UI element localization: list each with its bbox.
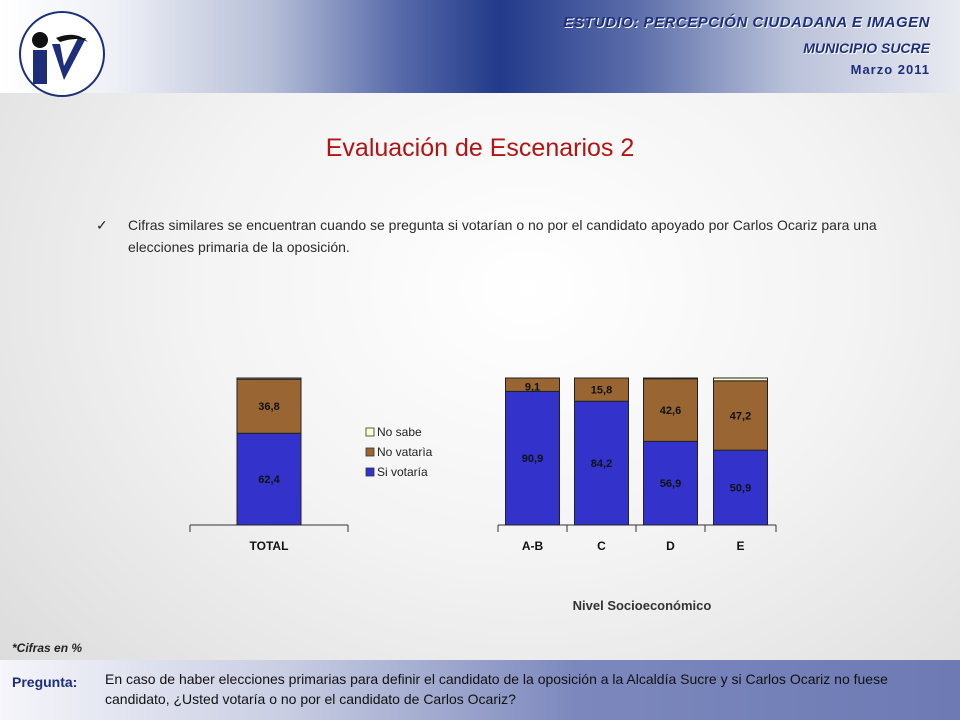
x-axis-label: Nivel Socioeconómico xyxy=(573,598,712,613)
bar-d-no-sabe xyxy=(643,377,698,380)
data-label-e-no-vataria: 47,2 xyxy=(730,410,751,422)
bar-total-no-sabe xyxy=(236,377,302,380)
question-label: Pregunta: xyxy=(12,674,78,690)
category-label-e: E xyxy=(736,539,744,553)
category-label-total: TOTAL xyxy=(250,539,289,553)
data-label-a-b-no-vataria: 9,1 xyxy=(525,381,540,393)
legend-swatch-no-vataria xyxy=(365,447,375,457)
category-label-a-b: A-B xyxy=(522,539,544,553)
data-label-d-no-vataria: 42,6 xyxy=(660,405,681,417)
study-title: ESTUDIO: PERCEPCIÓN CIUDADANA E IMAGEN xyxy=(563,14,930,31)
page-title: Evaluación de Escenarios 2 xyxy=(325,134,635,162)
study-subtitle: MUNICIPIO SUCRE xyxy=(803,40,930,56)
data-label-c-si-votaria: 84,2 xyxy=(591,458,612,470)
legend-label-no-vataria: No vatarìa xyxy=(377,445,433,459)
checkmark-icon: ✓ xyxy=(96,217,108,233)
bar-a-b-no-vataria xyxy=(505,377,560,392)
report-header: ESTUDIO: PERCEPCIÓN CIUDADANA E IMAGEN M… xyxy=(0,0,960,97)
bar-e-no-vataria xyxy=(713,380,768,451)
stacked-bar-chart: 62,4 36,8 TOTAL 90,9 9,1 A-B 84,2 15,8 C 56,9 42,6… xyxy=(189,377,777,613)
bar-a-b-si-votaria xyxy=(505,390,560,526)
bar-e-no-sabe xyxy=(713,377,768,382)
legend-label-si-votaria: Si votaría xyxy=(377,465,428,479)
data-label-a-b-si-votaria: 90,9 xyxy=(522,453,543,465)
legend-swatch-no-sabe xyxy=(365,427,375,437)
legend-label-no-sabe: No sabe xyxy=(377,425,422,439)
data-label-total-si-votaria: 62,4 xyxy=(258,474,280,486)
legend-swatch-si-votaria xyxy=(365,467,375,477)
bar-d-si-votaria xyxy=(643,440,698,526)
bar-total-no-vataria xyxy=(236,378,302,434)
footnote: *Cifras en % xyxy=(12,641,83,655)
institute-logo xyxy=(19,11,105,97)
data-label-total-no-vataria: 36,8 xyxy=(258,401,279,413)
bar-c-no-vataria xyxy=(574,377,629,402)
bar-e-si-votaria xyxy=(713,449,768,526)
category-label-c: C xyxy=(597,539,606,553)
data-label-d-si-votaria: 56,9 xyxy=(660,478,681,490)
bar-c-si-votaria xyxy=(574,400,629,526)
question-text: En caso de haber elecciones primarias pa… xyxy=(105,671,888,707)
study-date: Marzo 2011 xyxy=(850,62,930,77)
category-label-d: D xyxy=(666,539,675,553)
summary-text: Cifras similares se encuentran cuando se… xyxy=(128,217,877,255)
data-label-c-no-vataria: 15,8 xyxy=(591,385,612,397)
question-footer: Pregunta: En caso de haber elecciones pr… xyxy=(0,660,960,720)
data-label-e-si-votaria: 50,9 xyxy=(730,483,751,495)
